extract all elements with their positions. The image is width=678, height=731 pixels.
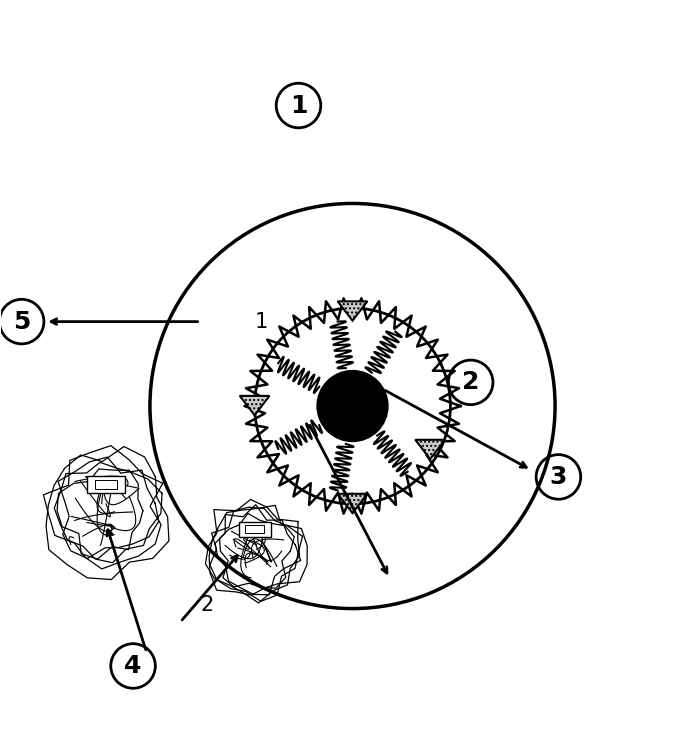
Circle shape [317, 371, 388, 441]
Text: 2: 2 [462, 371, 479, 395]
Polygon shape [416, 440, 445, 459]
Text: 2: 2 [201, 595, 214, 616]
Text: 1: 1 [290, 94, 307, 118]
FancyBboxPatch shape [95, 480, 117, 489]
FancyBboxPatch shape [239, 522, 271, 537]
FancyBboxPatch shape [87, 476, 125, 493]
Text: 1: 1 [255, 311, 268, 332]
Polygon shape [338, 301, 367, 321]
Polygon shape [240, 396, 269, 415]
Text: 3: 3 [550, 465, 567, 489]
Text: 5: 5 [13, 310, 31, 333]
Polygon shape [338, 494, 367, 513]
Text: 4: 4 [124, 654, 142, 678]
FancyBboxPatch shape [245, 525, 264, 534]
Circle shape [255, 308, 450, 504]
Circle shape [150, 203, 555, 609]
